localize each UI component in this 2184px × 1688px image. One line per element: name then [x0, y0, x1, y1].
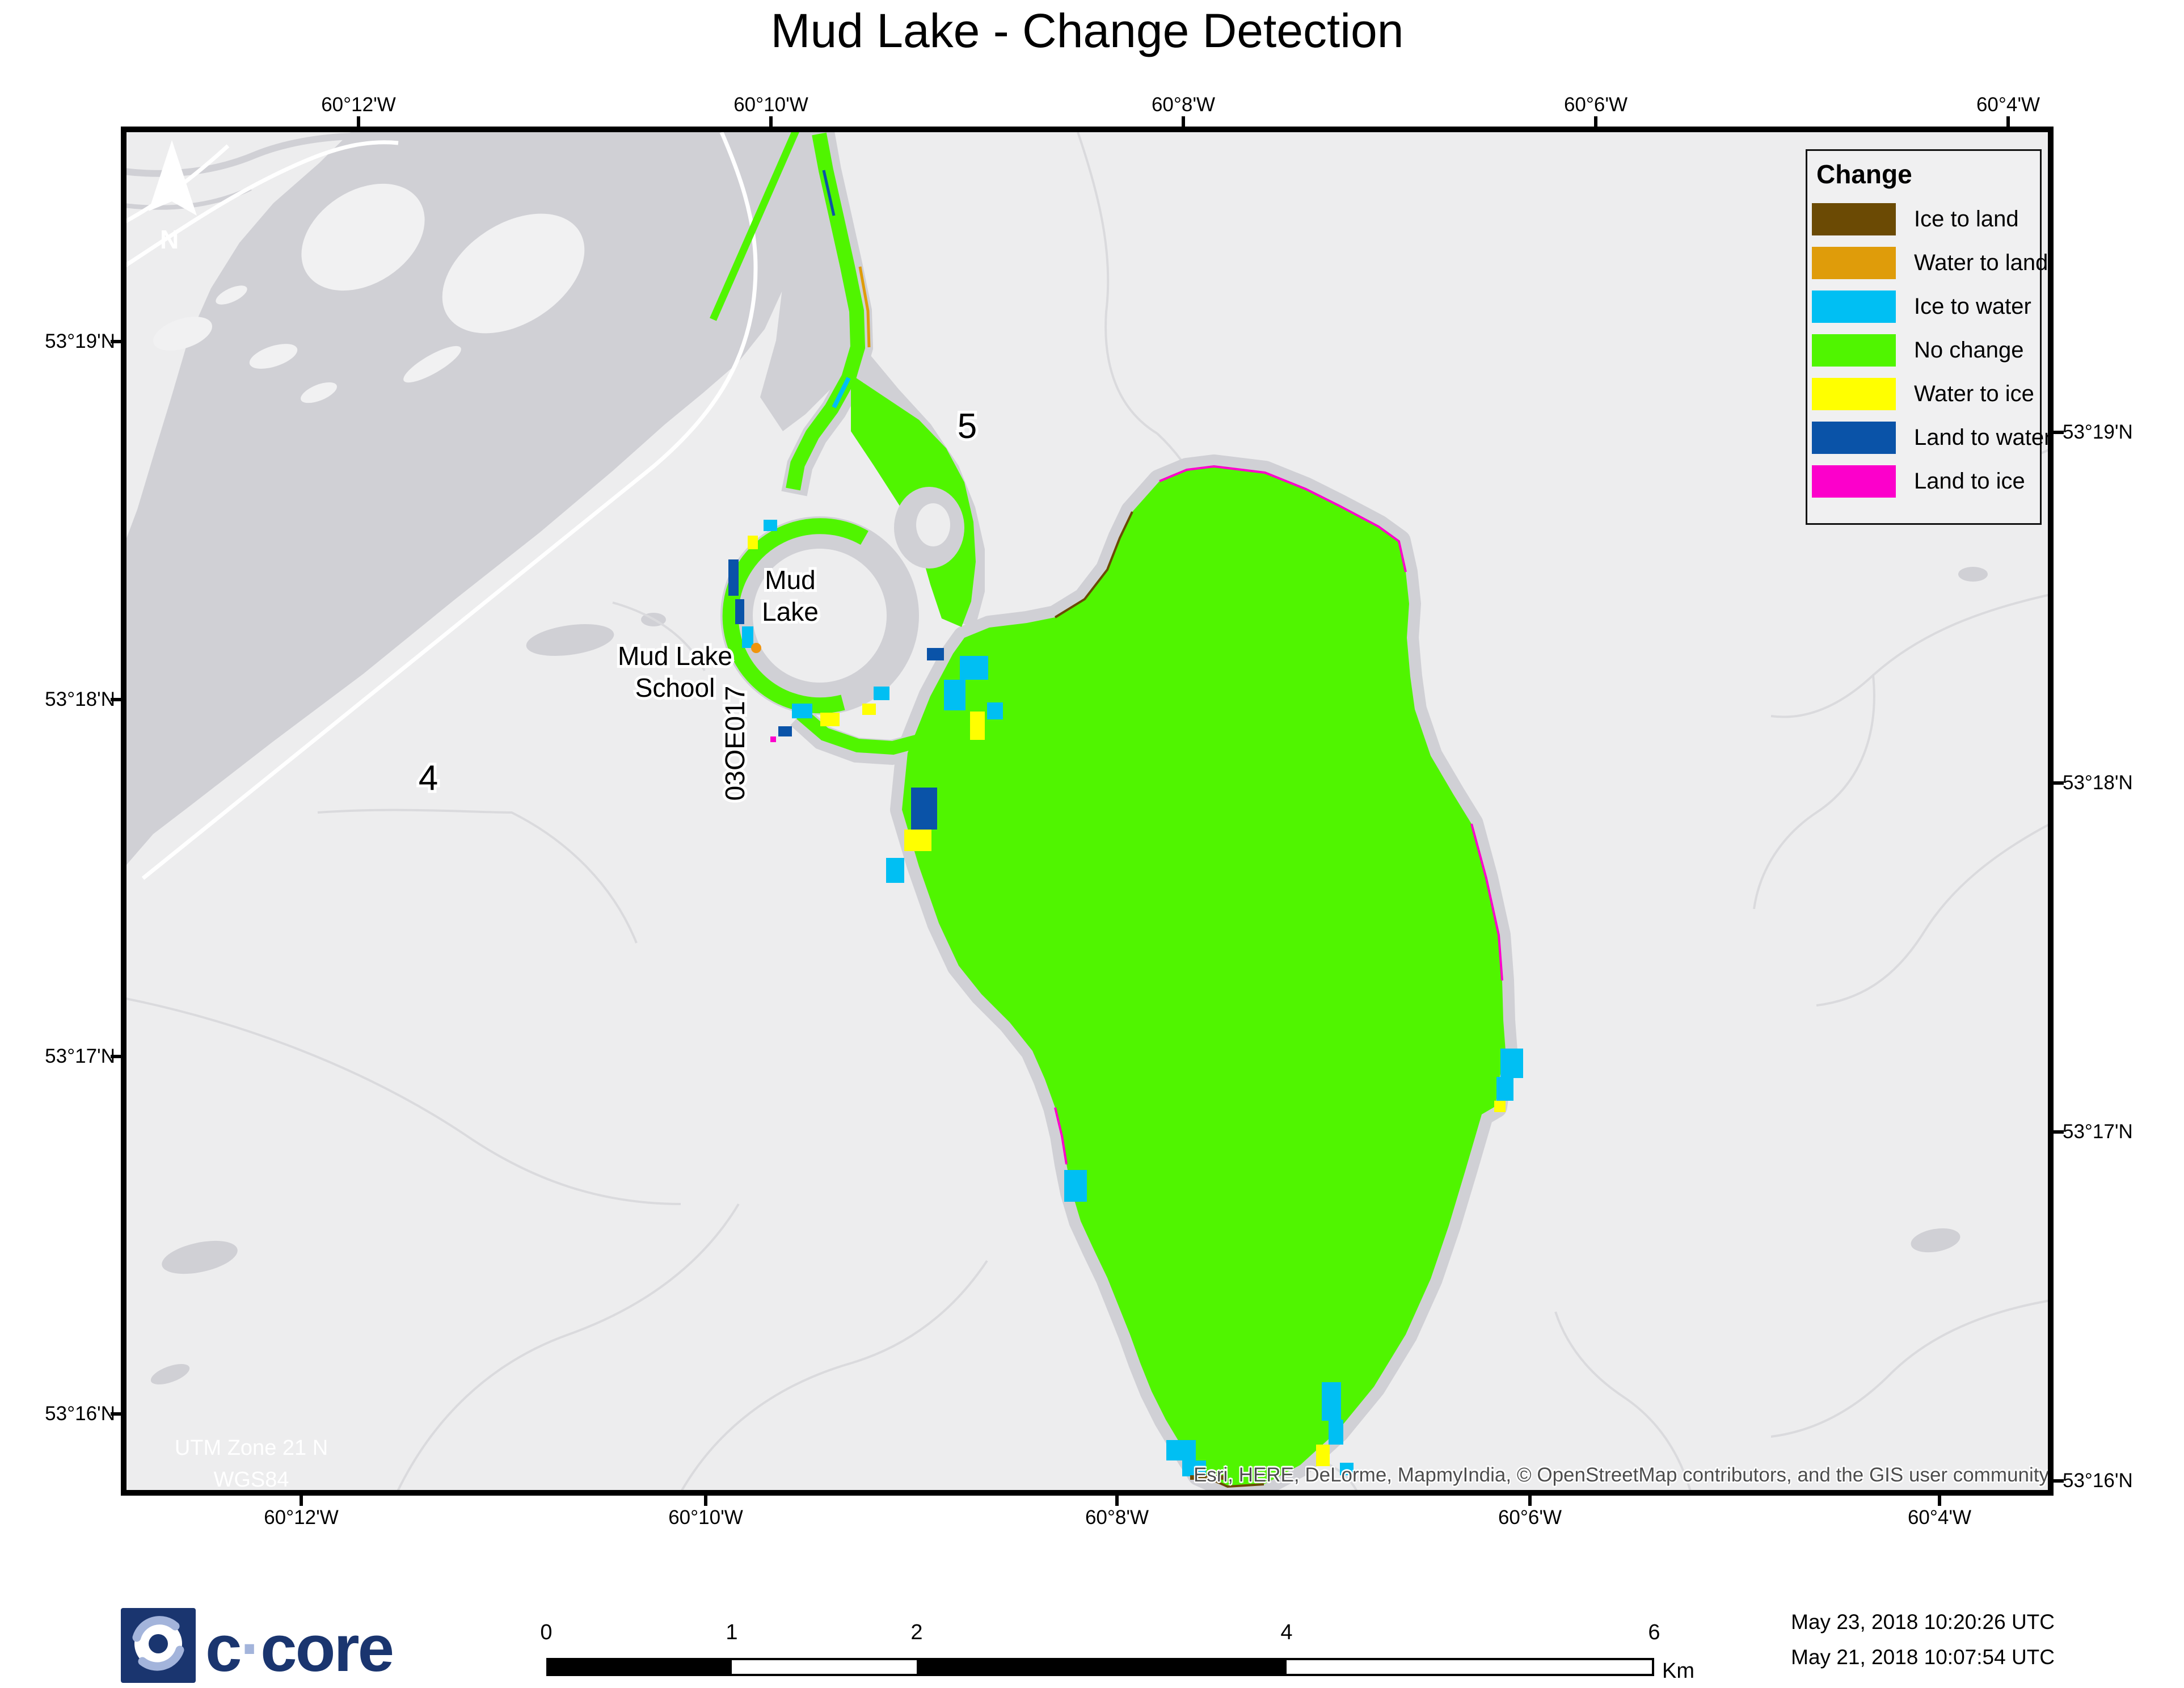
tick	[111, 1412, 121, 1416]
timestamp-1: May 23, 2018 10:20:26 UTC	[1791, 1610, 2055, 1634]
scalebar-num-4: 6	[1648, 1620, 1660, 1644]
scalebar-num-3: 4	[1280, 1620, 1293, 1644]
tick	[1115, 1496, 1119, 1506]
acquisition-timestamps: May 23, 2018 10:20:26 UTC May 21, 2018 1…	[1702, 1605, 2055, 1675]
swatch-ice-to-land	[1812, 203, 1896, 235]
tick	[1182, 116, 1185, 127]
label-mud-lake-1: Mud	[765, 565, 815, 595]
tick	[111, 340, 121, 343]
tick	[2054, 781, 2064, 785]
map-canvas: N Mud Lake Mud Lake School 4 5 03OE017	[121, 127, 2054, 1496]
tick	[2054, 1130, 2064, 1134]
lon-label-bottom-2: 60°8'W	[1085, 1506, 1149, 1529]
lat-label-right-2: 53°17'N	[2063, 1121, 2133, 1143]
lon-label-top-4: 60°4'W	[1976, 94, 2040, 116]
channel-pocket-island	[916, 503, 950, 546]
lat-label-right-3: 53°16'N	[2063, 1470, 2133, 1492]
mud-lake-small-island	[753, 549, 887, 683]
swatch-ice-to-water	[1812, 291, 1896, 323]
change-line	[710, 128, 800, 321]
north-arrow-icon: N	[149, 140, 197, 254]
lat-label-left-1: 53°18'N	[45, 688, 115, 710]
label-zone-4: 4	[419, 759, 438, 798]
map-viewport[interactable]: N Mud Lake Mud Lake School 4 5 03OE017 U…	[121, 127, 2054, 1496]
tick	[2054, 431, 2064, 434]
lat-label-right-0: 53°19'N	[2063, 421, 2133, 443]
change-fringes	[822, 170, 1503, 1488]
tick	[300, 1496, 303, 1506]
tick	[2054, 1479, 2064, 1483]
lon-label-top-1: 60°10'W	[733, 94, 808, 116]
streams	[125, 132, 2051, 1493]
river-water	[123, 132, 854, 868]
page-title: Mud Lake - Change Detection	[770, 4, 1404, 57]
legend-item-ice-to-land: Ice to land	[1807, 197, 2040, 241]
swatch-land-to-water	[1812, 422, 1896, 454]
label-mud-lake-2: Lake	[762, 597, 819, 626]
label-station-id: 03OE017	[720, 686, 751, 801]
scalebar-num-0: 0	[540, 1620, 553, 1644]
legend-item-water-to-land: Water to land	[1807, 241, 2048, 285]
lat-label-right-1: 53°18'N	[2063, 772, 2133, 794]
lon-label-top-0: 60°12'W	[321, 94, 396, 116]
tick	[357, 116, 360, 127]
lon-label-bottom-1: 60°10'W	[668, 1506, 743, 1529]
lon-label-bottom-4: 60°4'W	[1907, 1506, 1972, 1529]
lon-label-top-3: 60°6'W	[1563, 94, 1628, 116]
tick	[769, 116, 773, 127]
legend-item-land-to-water: Land to water	[1807, 416, 2051, 460]
tick	[1938, 1496, 1941, 1506]
svg-text:N: N	[160, 225, 179, 254]
legend-item-no-change: No change	[1807, 329, 2040, 372]
scalebar	[546, 1658, 1654, 1676]
scalebar-num-1: 1	[726, 1620, 738, 1644]
lat-label-left-3: 53°16'N	[45, 1403, 115, 1425]
scalebar-num-2: 2	[910, 1620, 923, 1644]
legend: Change Ice to land Water to land Ice to …	[1806, 149, 2051, 525]
ccore-logo-icon	[121, 1608, 196, 1683]
lat-label-left-2: 53°17'N	[45, 1045, 115, 1067]
legend-item-ice-to-water: Ice to water	[1807, 285, 2040, 329]
basemap-attribution: Esri, HERE, DeLorme, MapmyIndia, © OpenS…	[1193, 1464, 2049, 1486]
swatch-water-to-ice	[1812, 378, 1896, 410]
lon-label-top-2: 60°8'W	[1151, 94, 1216, 116]
label-school-2: School	[635, 673, 715, 702]
legend-item-land-to-ice: Land to ice	[1807, 460, 2040, 503]
swatch-water-to-land	[1812, 247, 1896, 279]
tick	[111, 1055, 121, 1058]
station-marker[interactable]	[751, 643, 761, 653]
projection-note: UTM Zone 21 N WGS84	[174, 1436, 328, 1492]
ponds	[150, 567, 1988, 1385]
scalebar-unit: Km	[1662, 1659, 1694, 1683]
swatch-land-to-ice	[1812, 465, 1896, 498]
lon-label-bottom-3: 60°6'W	[1498, 1506, 1562, 1529]
ccore-logo-wordmark: c·core	[205, 1611, 394, 1685]
swatch-no-change	[1812, 334, 1896, 367]
legend-item-water-to-ice: Water to ice	[1807, 372, 2040, 416]
lat-label-left-0: 53°19'N	[45, 330, 115, 352]
timestamp-2: May 21, 2018 10:07:54 UTC	[1791, 1645, 2055, 1669]
lon-label-bottom-0: 60°12'W	[264, 1506, 339, 1529]
tick	[1594, 116, 1597, 127]
tick	[111, 698, 121, 701]
tick	[1528, 1496, 1532, 1506]
label-zone-5: 5	[958, 407, 977, 446]
tick	[704, 1496, 707, 1506]
label-school-1: Mud Lake	[618, 641, 732, 671]
tick	[2006, 116, 2010, 127]
change-speckles	[728, 520, 1523, 1480]
legend-title: Change	[1816, 159, 1912, 189]
